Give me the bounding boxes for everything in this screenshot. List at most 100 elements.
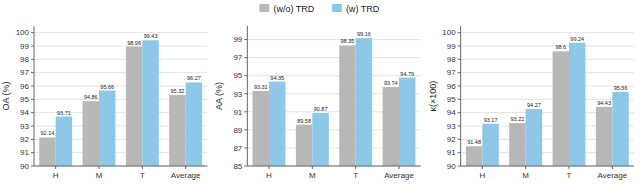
category-label: H	[53, 171, 59, 180]
bar	[296, 125, 312, 166]
data-label: 91.48	[467, 139, 481, 145]
legend: (w/o) TRD(w) TRD	[259, 4, 379, 14]
tick-label: 92	[20, 135, 29, 144]
bar	[253, 91, 269, 166]
panel: 858789919395979993.3194.3589.5890.8798.3…	[214, 26, 420, 180]
grid-line	[461, 32, 634, 33]
data-label: 98.35	[341, 38, 355, 44]
data-label: 90.87	[314, 106, 328, 112]
legend-swatch	[259, 4, 269, 12]
tick-label: 99	[447, 42, 456, 51]
category-label: Average	[171, 171, 201, 180]
category-label: H	[479, 171, 485, 180]
tick-label: 93	[20, 122, 29, 131]
category-label: Average	[598, 171, 628, 180]
y-axis-label: OA (%)	[1, 81, 11, 110]
tick-label: 97	[20, 68, 29, 77]
bar	[83, 101, 99, 166]
tick-label: 87	[233, 144, 242, 153]
bars	[39, 40, 202, 166]
tick-label: 89	[233, 126, 242, 135]
data-label: 89.58	[297, 118, 311, 124]
grid-line	[461, 166, 634, 167]
x-axis-line	[34, 166, 207, 167]
data-label: 94.86	[84, 94, 98, 100]
grid-line	[247, 57, 420, 58]
tick-label: 95	[447, 95, 456, 104]
data-labels: 92.1493.7194.8695.6698.9699.4395.3296.27	[41, 33, 201, 136]
legend-label: (w) TRD	[346, 4, 380, 14]
category-label: T	[353, 171, 358, 180]
y-axis-label: κ(×100)	[428, 81, 438, 112]
bar	[339, 45, 355, 166]
category-label: H	[266, 171, 272, 180]
tick-label: 95	[233, 71, 242, 80]
data-label: 95.56	[614, 85, 628, 91]
data-label: 94.79	[400, 71, 414, 77]
bar	[56, 117, 72, 166]
grid-line	[34, 32, 207, 33]
grid-line	[247, 39, 420, 40]
data-label: 99.24	[570, 36, 584, 42]
category-label: M	[309, 171, 316, 180]
tick-label: 85	[233, 162, 242, 171]
data-label: 95.66	[100, 84, 114, 90]
bar	[399, 78, 415, 166]
tick-label: 98	[447, 55, 456, 64]
tick-label: 91	[20, 148, 29, 157]
tick-label: 93	[233, 90, 242, 99]
category-label: M	[96, 171, 103, 180]
tick-label: 90	[20, 162, 29, 171]
category-label: M	[522, 171, 529, 180]
data-label: 94.43	[597, 100, 611, 106]
x-axis-line	[461, 166, 634, 167]
data-labels: 91.4893.1793.2294.2798.699.2494.4395.56	[467, 36, 627, 145]
bars	[253, 38, 416, 166]
x-axis-line	[247, 166, 420, 167]
bar	[186, 82, 202, 166]
grid-line	[34, 166, 207, 167]
grid-line	[34, 72, 207, 73]
bar	[569, 43, 585, 166]
tick-label: 91	[233, 108, 242, 117]
tick-label: 94	[20, 108, 29, 117]
panel: 9091929394959697989910092.1493.7194.8695…	[1, 26, 207, 180]
tick-label: 95	[20, 95, 29, 104]
grid-line	[461, 46, 634, 47]
tick-label: 90	[447, 162, 456, 171]
category-label: Average	[384, 171, 414, 180]
bar	[356, 38, 372, 166]
bar	[383, 87, 399, 166]
data-label: 92.14	[41, 130, 55, 136]
figure: 9091929394959697989910092.1493.7194.8695…	[0, 0, 640, 185]
grid-line	[34, 86, 207, 87]
bar	[269, 82, 285, 166]
y-axis-label: AA (%)	[214, 82, 224, 110]
tick-label: 98	[20, 55, 29, 64]
data-label: 96.27	[187, 75, 201, 81]
bar	[99, 91, 115, 166]
grid-line	[461, 59, 634, 60]
data-labels: 93.3194.3589.5890.8798.3599.1693.7494.79	[254, 31, 414, 124]
bar	[526, 109, 542, 166]
tick-label: 100	[442, 28, 456, 37]
bar	[169, 95, 185, 166]
grid-line	[34, 46, 207, 47]
tick-label: 96	[20, 82, 29, 91]
tick-label: 99	[20, 42, 29, 51]
y-axis-line	[460, 26, 461, 166]
bar	[312, 113, 328, 166]
bar	[553, 51, 569, 166]
data-label: 93.17	[484, 117, 498, 123]
bar	[126, 47, 142, 166]
data-label: 93.22	[511, 116, 525, 122]
grid-line	[34, 59, 207, 60]
data-label: 93.71	[57, 110, 71, 116]
tick-label: 92	[447, 135, 456, 144]
bar	[612, 92, 628, 166]
data-label: 94.27	[527, 102, 541, 108]
bar	[482, 124, 498, 166]
data-label: 94.35	[270, 75, 284, 81]
tick-label: 94	[447, 108, 456, 117]
y-axis-line	[247, 26, 248, 166]
